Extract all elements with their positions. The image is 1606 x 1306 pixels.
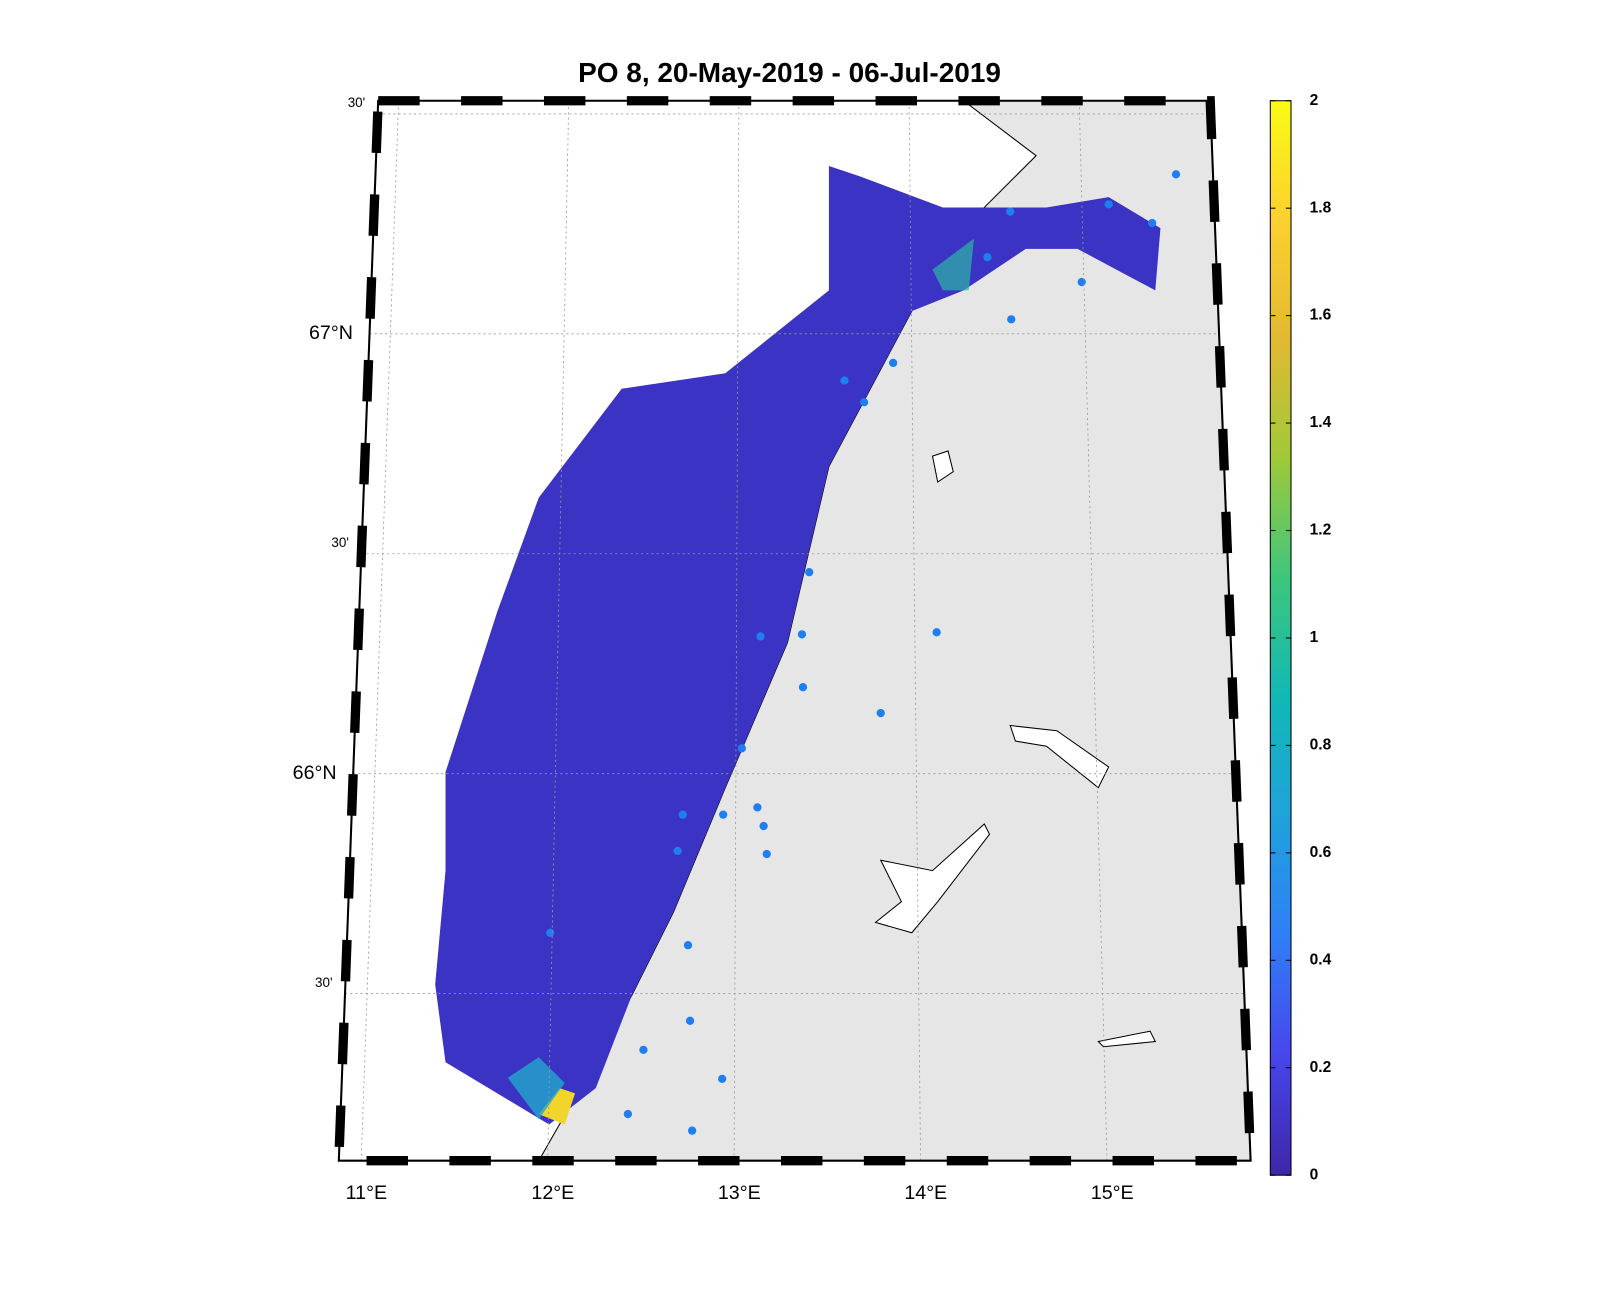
medium-value-patch: [932, 238, 974, 291]
lon-tick-label: 14°E: [904, 1182, 947, 1204]
lon-grid-line: [733, 100, 740, 1161]
colorbar-tick-label: 1.8: [1310, 199, 1332, 216]
lake: [1097, 1030, 1157, 1048]
lon-tick-label: 15°E: [1091, 1182, 1134, 1204]
lon-tick-label: 12°E: [531, 1182, 574, 1204]
colorbar-tick-label: 1.2: [1310, 522, 1332, 539]
lake: [931, 450, 954, 483]
colorbar-tick-label: 0.6: [1310, 844, 1332, 861]
station-markers: [546, 170, 1181, 1135]
lon-tick-label: 13°E: [718, 1182, 761, 1204]
lon-tick-label: 11°E: [346, 1182, 387, 1204]
lon-grid-line: [908, 100, 921, 1161]
lon-grid-line: [547, 100, 570, 1161]
colorbar-tick-label: 1: [1310, 629, 1319, 646]
colorbar-tick-label: 2: [1310, 92, 1319, 109]
lon-grid-line: [1078, 100, 1108, 1161]
lake: [1009, 724, 1110, 789]
lat-tick-label: 66°N: [293, 762, 337, 784]
lake: [874, 823, 991, 934]
lat-tick-label: 67°N: [309, 322, 353, 344]
lat-tick-label: 30': [348, 95, 366, 110]
colorbar-tick-label: 0: [1310, 1166, 1319, 1183]
colorbar-tick-label: 0.2: [1310, 1059, 1332, 1076]
medium-value-patch: [507, 1057, 565, 1120]
map-content: [345, 100, 1251, 1161]
colorbar-tick-label: 0.8: [1310, 737, 1332, 754]
lat-tick-label: 30': [315, 975, 333, 990]
high-value-patch: [538, 1088, 576, 1125]
colorbar-tick-label: 1.6: [1310, 307, 1332, 324]
map-frame-ticks: [333, 96, 1256, 1166]
lon-grid-line: [360, 100, 400, 1161]
colorbar-tick-label: 0.4: [1310, 951, 1332, 968]
map-title: PO 8, 20-May-2019 - 06-Jul-2019: [578, 57, 1001, 88]
survey-water: [435, 166, 1161, 1125]
lat-tick-label: 30': [331, 535, 349, 550]
colorbar-tick-label: 1.4: [1310, 414, 1332, 431]
